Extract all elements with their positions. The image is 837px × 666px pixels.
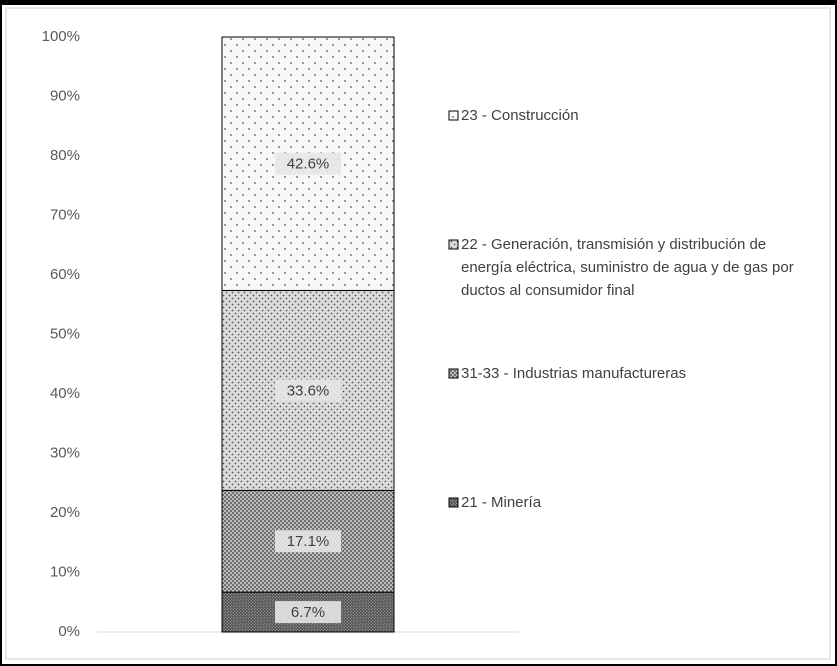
value-label: 6.7%: [291, 604, 325, 621]
y-tick-label: 0%: [58, 623, 80, 640]
value-label-bg: [275, 152, 341, 175]
y-tick-label: 100%: [42, 28, 80, 45]
y-tick-label: 10%: [50, 563, 80, 580]
y-tick-label: 20%: [50, 504, 80, 521]
legend-swatch: [448, 497, 459, 508]
y-tick-label: 70%: [50, 206, 80, 223]
y-tick-label: 80%: [50, 147, 80, 164]
y-tick-label: 60%: [50, 266, 80, 283]
y-tick-label: 50%: [50, 325, 80, 342]
plot-frame: [5, 7, 831, 660]
value-label-bg: [275, 601, 341, 624]
y-tick-label: 40%: [50, 385, 80, 402]
y-tick-label: 90%: [50, 87, 80, 104]
top-bar: [0, 0, 837, 5]
y-tick-label: 30%: [50, 444, 80, 461]
legend-swatch: [448, 239, 459, 250]
legend-label: 22 - Generación, transmisión y distribuc…: [461, 236, 794, 299]
legend-swatch: [448, 110, 459, 121]
legend-label: 23 - Construcción: [461, 107, 579, 124]
value-label-bg: [275, 379, 341, 402]
value-label: 33.6%: [287, 382, 330, 399]
legend-swatch: [448, 368, 459, 379]
value-label: 17.1%: [287, 533, 330, 550]
legend-label: 31-33 - Industrias manufactureras: [461, 365, 687, 382]
value-label-bg: [275, 530, 341, 553]
value-label: 42.6%: [287, 156, 330, 173]
legend-label: 21 - Minería: [461, 494, 542, 511]
